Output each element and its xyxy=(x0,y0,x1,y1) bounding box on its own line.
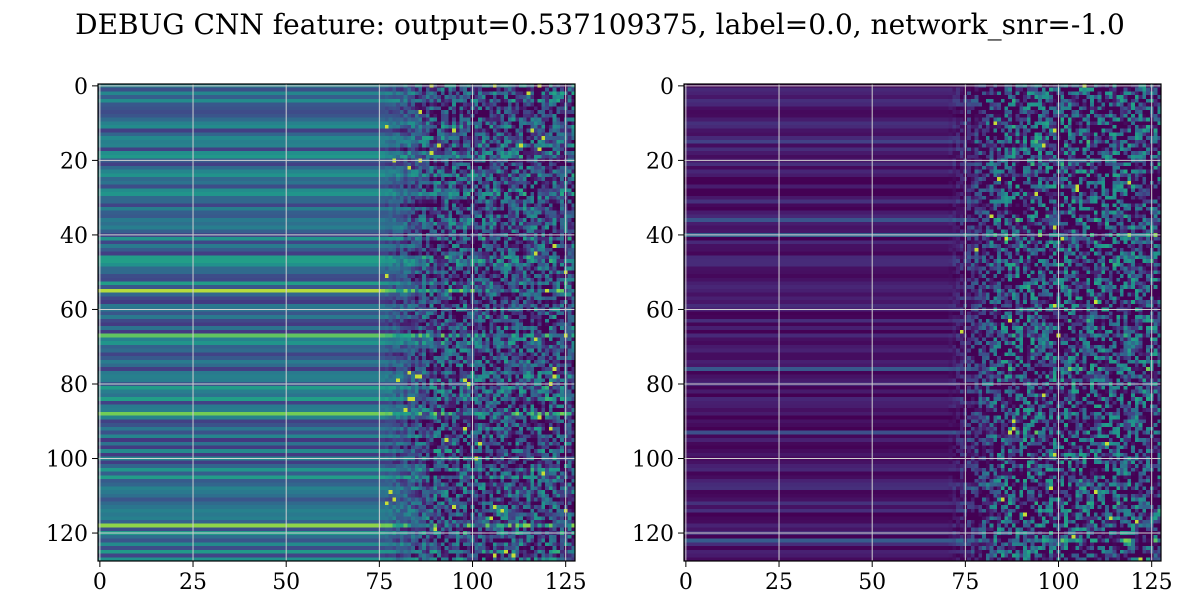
x-tick-label: 100 xyxy=(452,570,494,595)
y-tick-label: 40 xyxy=(646,224,674,249)
x-tick-label: 25 xyxy=(179,570,207,595)
y-tick-label: 120 xyxy=(46,522,88,547)
y-tick-label: 60 xyxy=(646,298,674,323)
y-tick-label: 40 xyxy=(60,224,88,249)
y-tick-label: 80 xyxy=(60,373,88,398)
x-tick-label: 25 xyxy=(765,570,793,595)
figure-title: DEBUG CNN feature: output=0.537109375, l… xyxy=(75,8,1125,41)
y-tick-label: 0 xyxy=(74,75,88,100)
y-tick-label: 20 xyxy=(60,149,88,174)
axes-frame xyxy=(97,83,576,562)
y-tick-label: 100 xyxy=(632,448,674,473)
x-tick-label: 0 xyxy=(93,570,107,595)
heatmap-panel-right: 0 25 50 75 100 125 0 20 40 60 80 100 120 xyxy=(632,75,1173,595)
y-tick-label: 20 xyxy=(646,149,674,174)
x-tick-label: 125 xyxy=(545,570,587,595)
x-tick-label: 100 xyxy=(1038,570,1080,595)
axes-frame xyxy=(683,83,1162,562)
y-tick-label: 100 xyxy=(46,448,88,473)
y-tick-label: 120 xyxy=(632,522,674,547)
heatmap-image xyxy=(684,84,1161,561)
x-tick-label: 50 xyxy=(858,570,886,595)
heatmap-image xyxy=(98,84,575,561)
x-tick-label: 125 xyxy=(1131,570,1173,595)
x-tick-label: 75 xyxy=(951,570,979,595)
x-tick-label: 75 xyxy=(365,570,393,595)
y-tick-label: 60 xyxy=(60,298,88,323)
heatmap-panel-left: 0 25 50 75 100 125 0 20 40 60 80 100 120 xyxy=(46,75,587,595)
x-tick-label: 0 xyxy=(679,570,693,595)
y-tick-label: 80 xyxy=(646,373,674,398)
y-tick-label: 0 xyxy=(660,75,674,100)
x-tick-label: 50 xyxy=(272,570,300,595)
